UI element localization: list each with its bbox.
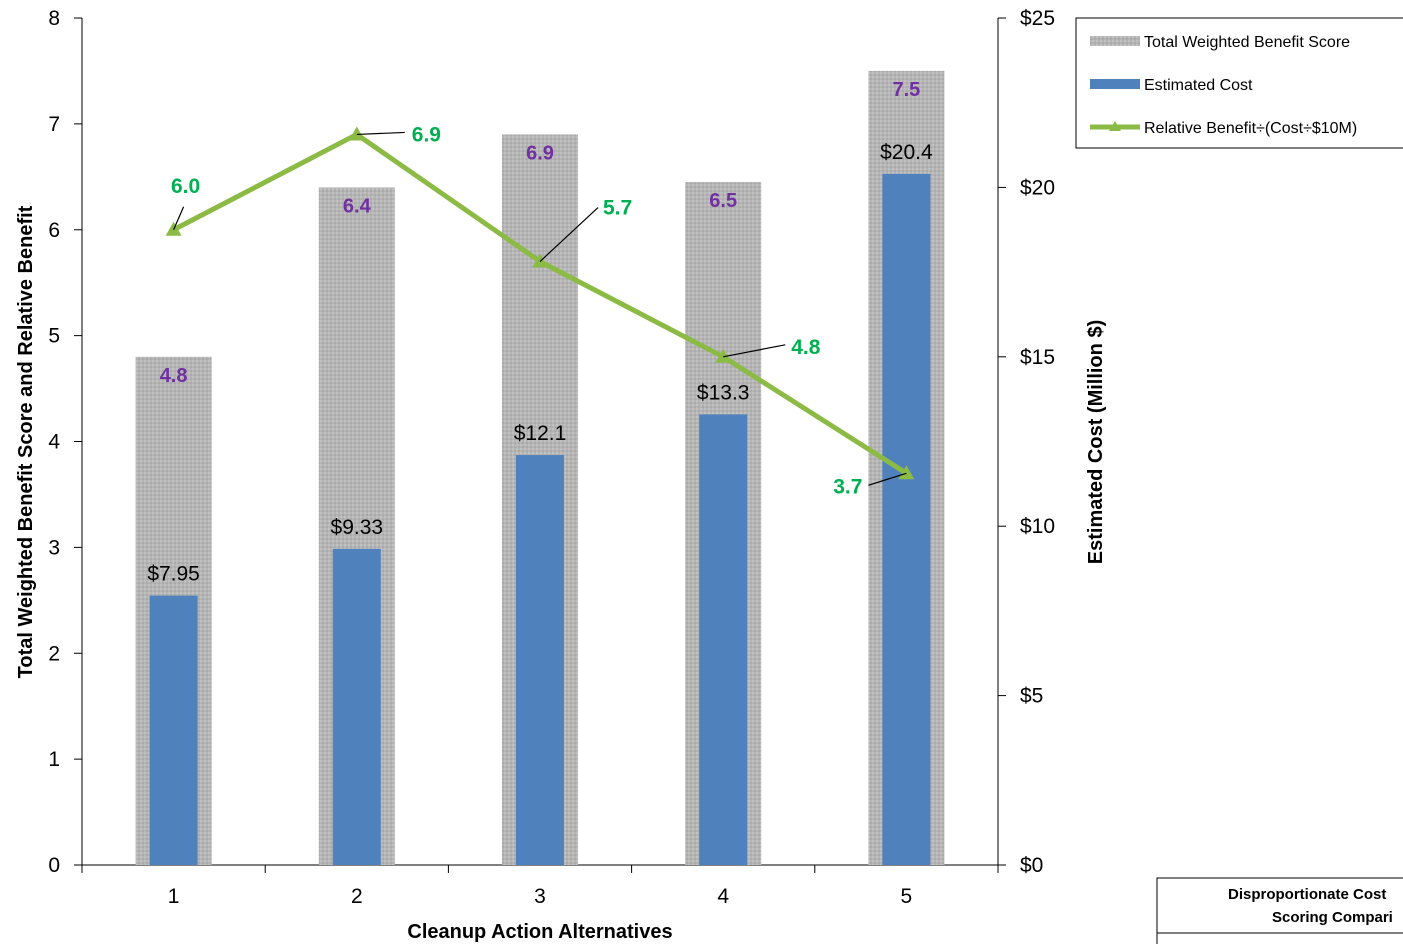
y-tick-label: 6 (48, 219, 60, 242)
benefit-score-label: 6.4 (343, 195, 372, 217)
estimated-cost-label: $13.3 (697, 381, 750, 404)
estimated-cost-bar (882, 173, 931, 865)
x-tick-label: 3 (534, 885, 546, 908)
legend-label-benefit-score: Total Weighted Benefit Score (1144, 34, 1350, 51)
data-labels-layer: 4.8 6.4 6.9 6.5 7.5 $7.95 $9.33 $12.1 $13.3 $20.4… (147, 79, 933, 586)
relative-benefit-label: 3.7 (833, 475, 862, 498)
y-tick-label: 8 (48, 7, 60, 30)
gray-bar-swatch-icon (1090, 36, 1140, 46)
axes-layer: 0 1 2 3 4 5 6 7 8 $0 $5 $10 $15 $20 $25 1 2 3 4 5 (48, 7, 1055, 908)
y-tick-label: 1 (48, 748, 60, 771)
relative-benefit-leader-line (539, 207, 599, 262)
y2-tick-label: $5 (1020, 685, 1043, 708)
estimated-cost-bar (149, 595, 198, 865)
y2-tick-label: $10 (1020, 515, 1055, 538)
legend: Total Weighted Benefit Score Estimated C… (1075, 17, 1403, 149)
x-axis-title: Cleanup Action Alternatives (407, 921, 672, 943)
estimated-cost-label: $12.1 (514, 422, 567, 445)
x-tick-label: 4 (717, 885, 729, 908)
relative-benefit-label: 6.9 (412, 123, 441, 146)
relative-benefit-leader-line (723, 344, 786, 358)
green-triangle-marker-icon (1109, 121, 1121, 131)
x-tick-label: 5 (901, 885, 913, 908)
y-tick-label: 5 (48, 325, 60, 348)
caption-frame (1156, 877, 1403, 944)
y-tick-label: 2 (48, 642, 60, 665)
legend-label-relative-benefit: Relative Benefit÷(Cost÷$10M) (1144, 120, 1357, 137)
benefit-score-label: 7.5 (892, 79, 920, 101)
y-tick-label: 4 (48, 431, 60, 454)
relative-benefit-marker (348, 126, 365, 141)
relative-benefit-marker (532, 253, 548, 268)
relative-benefit-marker (715, 348, 732, 363)
relative-benefit-leader-line (356, 131, 405, 136)
estimated-cost-label: $9.33 (331, 516, 384, 539)
y-tick-label: 0 (48, 854, 60, 877)
y2-tick-label: $0 (1020, 854, 1043, 877)
caption-line-1: Disproportionate Cost (1228, 886, 1386, 903)
blue-bar-swatch-icon (1090, 79, 1140, 89)
benefit-score-label: 6.5 (709, 190, 737, 212)
relative-benefit-label: 5.7 (603, 197, 632, 220)
y2-tick-label: $15 (1020, 346, 1055, 369)
y2-tick-label: $25 (1020, 7, 1055, 30)
estimated-cost-bar (516, 455, 564, 865)
caption-box: Disproportionate Cost Scoring Compari (1156, 877, 1403, 944)
axis-text-layer: Cleanup Action Alternatives Total Weight… (15, 205, 1107, 943)
estimated-cost-bar (332, 548, 381, 865)
relative-benefit-label: 6.0 (171, 175, 200, 198)
y2-axis-title: Estimated Cost (Million $) (1085, 320, 1107, 564)
relative-benefit-label: 4.8 (791, 336, 821, 359)
x-tick-label: 1 (168, 885, 180, 908)
relative-benefit-marker (898, 465, 915, 480)
relative-benefit-leader-line (173, 206, 185, 230)
estimated-cost-label: $7.95 (147, 563, 200, 586)
y-axis-title: Total Weighted Benefit Score and Relativ… (15, 205, 37, 678)
caption-line-2: Scoring Compari (1272, 909, 1393, 926)
y-tick-label: 3 (48, 536, 60, 559)
x-tick-label: 2 (351, 885, 363, 908)
y-tick-label: 7 (48, 113, 60, 136)
estimated-cost-bar (699, 414, 748, 865)
benefit-score-label: 4.8 (160, 365, 188, 387)
bars-layer (135, 70, 945, 865)
estimated-cost-label: $20.4 (880, 141, 933, 164)
benefit-score-label: 6.9 (526, 142, 554, 164)
relative-benefit-leader-line (868, 472, 907, 486)
y2-tick-label: $20 (1020, 176, 1055, 199)
legend-label-estimated-cost: Estimated Cost (1144, 77, 1253, 94)
